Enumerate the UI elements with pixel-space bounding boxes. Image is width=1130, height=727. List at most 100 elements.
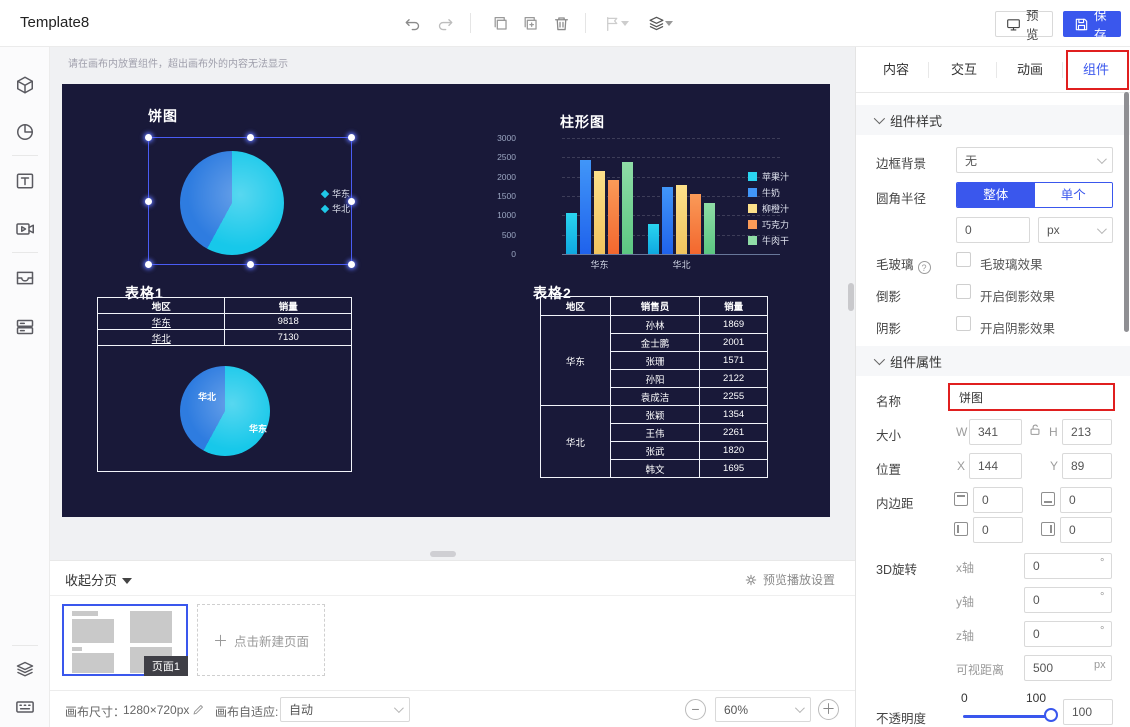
undo-icon[interactable]: [404, 15, 422, 33]
new-page-button[interactable]: ＋ 点击新建页面: [197, 604, 325, 676]
radius-whole-option[interactable]: 整体: [957, 183, 1035, 207]
pie-legend-item[interactable]: 华东: [320, 187, 350, 200]
frosted-checkbox[interactable]: [956, 252, 971, 267]
resize-handle-se[interactable]: [348, 261, 355, 268]
workspace-drag-handle[interactable]: [430, 551, 456, 557]
layers-icon[interactable]: [15, 660, 35, 680]
canvas-fit-select[interactable]: 自动: [280, 697, 410, 722]
bar-柳橙汁[interactable]: [594, 171, 605, 254]
opacity-slider-track[interactable]: [963, 715, 1051, 718]
zoom-out-button[interactable]: −: [685, 699, 706, 720]
shadow-checkbox[interactable]: [956, 316, 971, 331]
bar-legend-item[interactable]: 牛肉干: [748, 232, 789, 248]
width-input[interactable]: [969, 419, 1022, 445]
padding-top-input[interactable]: [973, 487, 1023, 513]
resize-handle-nw[interactable]: [145, 134, 152, 141]
y-axis-input[interactable]: [1024, 587, 1112, 613]
pie-chart-2[interactable]: [180, 366, 270, 456]
bar-牛奶[interactable]: [662, 187, 673, 254]
component-cube-icon[interactable]: [15, 75, 35, 95]
reflection-checkbox-label: 开启倒影效果: [980, 290, 1056, 304]
x-input[interactable]: [969, 453, 1022, 479]
x-axis-input[interactable]: [1024, 553, 1112, 579]
table1-component[interactable]: 地区 销量 华东 9818 华北 7130: [96, 297, 352, 346]
database-icon[interactable]: [15, 317, 35, 337]
zoom-in-button[interactable]: ＋: [818, 699, 839, 720]
radius-single-option[interactable]: 单个: [1034, 183, 1112, 207]
page-thumbnail-1[interactable]: 页面1: [62, 604, 188, 676]
padding-bottom-input[interactable]: [1060, 487, 1112, 513]
resize-handle-e[interactable]: [348, 198, 355, 205]
table2-component[interactable]: 地区 销售员 销量 华东 孙林 1869 金士鹏 2001 张珊 1571 孙阳 2122 袁成洁 225…: [540, 296, 768, 478]
bar-牛奶[interactable]: [580, 160, 591, 254]
design-canvas[interactable]: 饼图 华东 华北 柱形图 0 500 1000 1500 2000 2500 3000 华东…: [62, 84, 830, 517]
tab-animation[interactable]: 动画: [1016, 62, 1043, 77]
height-input[interactable]: [1062, 419, 1112, 445]
zoom-level-select[interactable]: 60%: [715, 697, 811, 722]
tab-interaction[interactable]: 交互: [950, 62, 977, 77]
pie-legend-item[interactable]: 华北: [320, 202, 350, 215]
resize-handle-w[interactable]: [145, 198, 152, 205]
text-icon[interactable]: [15, 171, 35, 191]
tab-content[interactable]: 内容: [882, 62, 909, 77]
distance-input[interactable]: [1024, 655, 1112, 681]
media-icon[interactable]: [15, 219, 35, 239]
padding-right-input[interactable]: [1060, 517, 1112, 543]
pencil-icon[interactable]: [192, 703, 205, 716]
opacity-input[interactable]: [1063, 699, 1113, 725]
resize-handle-n[interactable]: [247, 134, 254, 141]
trash-icon[interactable]: [553, 15, 571, 33]
panel-scrollbar[interactable]: [1124, 92, 1129, 332]
gridline: [562, 176, 780, 178]
layer-order-icon[interactable]: [648, 15, 680, 33]
bar-牛肉干[interactable]: [622, 162, 633, 254]
preview-play-settings-button[interactable]: 预览播放设置: [744, 571, 835, 588]
lock-icon[interactable]: [1028, 423, 1042, 437]
y-tick-label: 1500: [497, 191, 516, 201]
save-button[interactable]: 保存: [1063, 9, 1121, 42]
opacity-slider-handle[interactable]: [1044, 708, 1058, 722]
y-input[interactable]: [1062, 453, 1112, 479]
duplicate-icon[interactable]: [522, 15, 540, 33]
bar-legend-item[interactable]: 柳橙汁: [748, 200, 789, 216]
new-page-label: 点击新建页面: [234, 634, 310, 649]
bar-legend-item[interactable]: 牛奶: [748, 184, 789, 200]
resize-handle-sw[interactable]: [145, 261, 152, 268]
bar-牛肉干[interactable]: [704, 203, 715, 254]
keyboard-icon[interactable]: [15, 697, 35, 717]
pie-chart-component[interactable]: [180, 151, 284, 255]
padding-left-input[interactable]: [973, 517, 1023, 543]
bar-巧克力[interactable]: [608, 180, 619, 254]
z-axis-input[interactable]: [1024, 621, 1112, 647]
radius-value-input[interactable]: [956, 217, 1030, 243]
section-component-props[interactable]: 组件属性: [856, 346, 1130, 376]
bar-柳橙汁[interactable]: [676, 185, 687, 254]
collapse-pages-button[interactable]: 收起分页: [65, 570, 133, 589]
component-name-input[interactable]: [950, 385, 1113, 409]
tab-component[interactable]: 组件: [1082, 62, 1109, 77]
selection-box[interactable]: [145, 134, 355, 268]
bar-chart-component[interactable]: 华东 华北: [562, 138, 780, 270]
section-component-style[interactable]: 组件样式: [856, 105, 1130, 135]
radius-unit-select[interactable]: px: [1038, 217, 1113, 243]
bar-巧克力[interactable]: [690, 194, 701, 254]
design-workspace[interactable]: 请在画布内放置组件，超出画布外的内容无法显示 饼图 华东 华北 柱形图 0 500…: [50, 47, 855, 560]
reflection-checkbox[interactable]: [956, 284, 971, 299]
pie-chart-icon[interactable]: [15, 122, 35, 142]
copy-icon[interactable]: [492, 15, 510, 33]
resize-handle-s[interactable]: [247, 261, 254, 268]
bar-legend-item[interactable]: 苹果汁: [748, 168, 789, 184]
redo-icon[interactable]: [436, 15, 454, 33]
workspace-scrollbar[interactable]: [848, 283, 854, 311]
bar-苹果汁[interactable]: [648, 224, 659, 254]
resize-handle-ne[interactable]: [348, 134, 355, 141]
question-icon[interactable]: ?: [917, 261, 931, 274]
preview-button[interactable]: 预览: [995, 9, 1053, 42]
table-header-cell: 地区: [96, 297, 226, 314]
bar-苹果汁[interactable]: [566, 213, 577, 254]
bar-legend-item[interactable]: 巧克力: [748, 216, 789, 232]
border-bg-select[interactable]: 无: [956, 147, 1113, 173]
flag-icon[interactable]: [604, 15, 634, 33]
table1-pie-area[interactable]: 华北 华东: [97, 345, 352, 472]
inbox-icon[interactable]: [15, 268, 35, 288]
